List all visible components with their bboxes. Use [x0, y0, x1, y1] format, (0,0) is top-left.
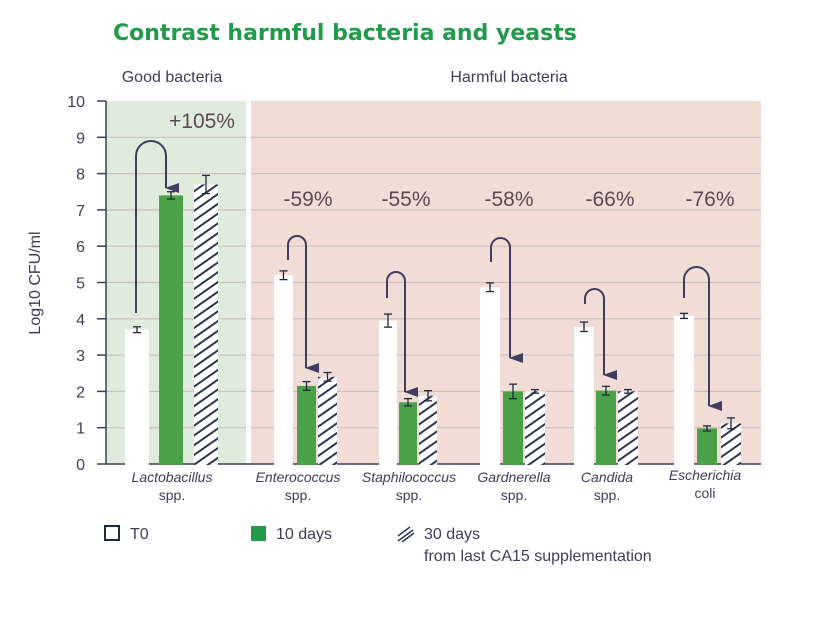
pct-label-escherichia: -76%	[685, 188, 734, 211]
category-sub-lactobacillus: spp.	[159, 487, 185, 503]
y-tick-label: 5	[76, 276, 85, 293]
arrow-escherichia	[683, 266, 722, 411]
bar-t0-escherichia	[674, 315, 694, 465]
error-bar-30-days-lactobacillus	[202, 174, 210, 195]
pct-label-candida: -66%	[585, 188, 634, 211]
y-tick-label: 4	[76, 312, 85, 329]
bar-t0-lactobacillus	[125, 329, 149, 465]
error-bar-30-days-candida	[624, 388, 632, 394]
error-bar-30-days-escherichia	[727, 417, 735, 430]
y-tick-label: 6	[76, 239, 85, 256]
error-bar-10-days-candida	[602, 385, 610, 396]
legend-label-10-days: 10 days	[276, 526, 332, 543]
error-bar-30-days-enterococcus	[323, 371, 332, 382]
category-label-gardnerella: Gardnerella	[477, 469, 550, 485]
chart-title: Contrast harmful bacteria and yeasts	[113, 21, 577, 46]
group-label-good: Good bacteria	[122, 69, 223, 86]
bar-30-days-lactobacillus	[194, 184, 218, 466]
error-bar-10-days-gardnerella	[509, 383, 517, 400]
y-axis-title: Log10 CFU/ml	[27, 231, 44, 334]
category-label-lactobacillus: Lactobacillus	[132, 469, 213, 485]
category-label-candida: Candida	[581, 469, 633, 485]
category-sub-staphilococcus: spp.	[396, 487, 422, 503]
error-bar-t0-enterococcus	[279, 270, 288, 281]
bar-t0-enterococcus	[274, 275, 293, 465]
arrow-staphilococcus	[386, 271, 418, 397]
bars	[125, 184, 741, 466]
y-tick-label: 10	[67, 94, 85, 111]
bar-30-days-staphilococcus	[419, 395, 437, 465]
change-arrows	[135, 140, 722, 411]
bar-30-days-candida	[618, 391, 638, 465]
pct-label-gardnerella: -58%	[484, 188, 533, 211]
error-bar-t0-lactobacillus	[133, 326, 141, 334]
bar-10-days-lactobacillus	[159, 195, 183, 465]
category-label-staphilococcus: Staphilococcus	[362, 469, 456, 485]
category-sub-candida: spp.	[594, 487, 620, 503]
legend-label-30-days: 30 days	[424, 526, 480, 543]
error-bar-t0-staphilococcus	[384, 313, 392, 328]
error-bar-t0-escherichia	[680, 312, 688, 320]
pct-label-enterococcus: -59%	[283, 188, 332, 211]
arrow-gardnerella	[490, 237, 523, 363]
bar-30-days-escherichia	[721, 423, 741, 465]
bar-10-days-gardnerella	[503, 391, 523, 465]
bar-t0-gardnerella	[480, 287, 500, 465]
bar-10-days-enterococcus	[297, 385, 316, 465]
arrow-candida	[584, 288, 617, 380]
legend-label-30-days-subtitle: from last CA15 supplementation	[424, 548, 652, 565]
category-labels: Lactobacillus spp. Enterococcus spp. Sta…	[132, 467, 742, 503]
y-tick-label: 7	[76, 203, 85, 220]
error-bar-t0-candida	[580, 321, 588, 333]
group-label-harmful: Harmful bacteria	[450, 69, 567, 86]
error-bar-10-days-staphilococcus	[404, 398, 412, 407]
bar-10-days-candida	[596, 390, 616, 465]
category-label-enterococcus: Enterococcus	[256, 469, 341, 485]
y-tick-label: 2	[76, 384, 85, 401]
error-bar-t0-gardnerella	[486, 282, 494, 293]
error-bar-30-days-staphilococcus	[424, 390, 432, 402]
legend: T0 10 days 30 days from last CA15 supple…	[104, 525, 652, 565]
pct-label-lactobacillus: +105%	[169, 110, 235, 133]
y-tick-label: 8	[76, 167, 85, 184]
y-tick-label: 9	[76, 130, 85, 147]
legend-swatch-10-days	[251, 526, 266, 541]
error-bar-10-days-escherichia	[703, 425, 711, 432]
y-tick-label: 1	[76, 421, 85, 438]
pct-label-staphilococcus: -55%	[381, 188, 430, 211]
category-sub-escherichia: coli	[694, 485, 715, 501]
y-tick-label: 0	[76, 457, 85, 474]
legend-swatch-30-days	[397, 526, 415, 543]
bar-30-days-gardnerella	[525, 391, 545, 465]
legend-swatch-t0	[104, 525, 120, 541]
arrow-enterococcus	[287, 235, 319, 373]
category-label-escherichia: Escherichia	[669, 467, 742, 483]
error-bar-30-days-gardnerella	[531, 388, 539, 394]
bar-10-days-staphilococcus	[399, 402, 417, 465]
legend-label-t0: T0	[130, 526, 149, 543]
bar-10-days-escherichia	[697, 428, 717, 465]
error-bars	[133, 174, 735, 432]
error-bar-10-days-enterococcus	[302, 380, 311, 391]
y-tick-label: 3	[76, 348, 85, 365]
category-sub-enterococcus: spp.	[285, 487, 311, 503]
bar-t0-staphilococcus	[379, 320, 397, 465]
bar-t0-candida	[574, 326, 594, 465]
arrow-lactobacillus	[135, 140, 179, 313]
bar-30-days-enterococcus	[318, 376, 337, 465]
category-sub-gardnerella: spp.	[501, 487, 527, 503]
y-axis: 0 1 2 3 4 5 6 7 8 9 10	[67, 94, 107, 474]
